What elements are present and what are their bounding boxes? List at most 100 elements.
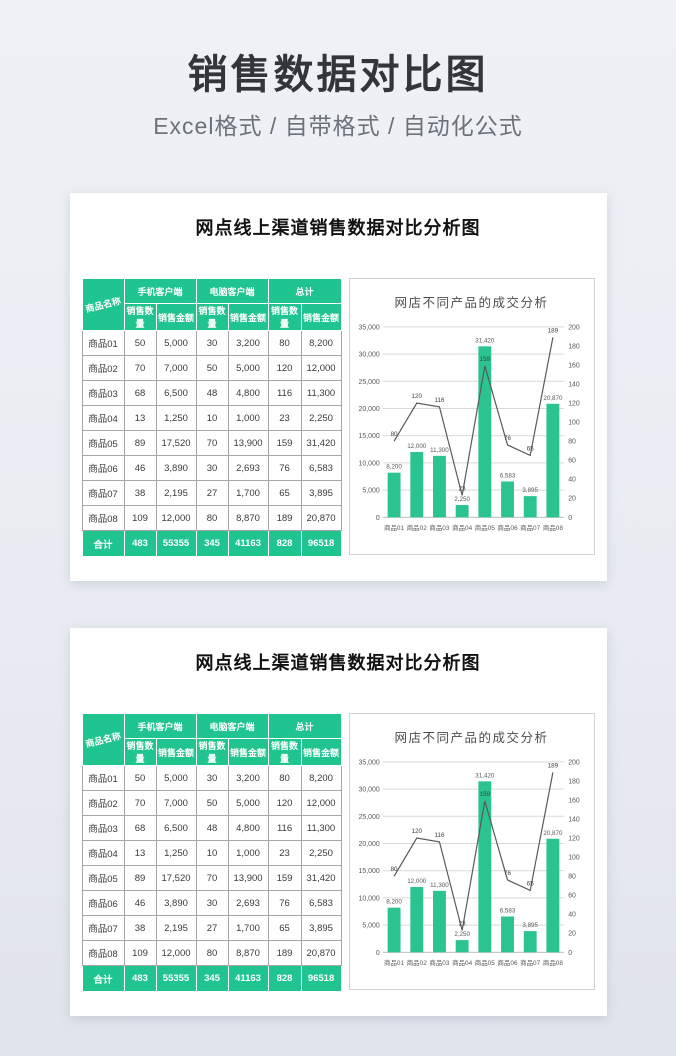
value-cell: 80 — [195, 940, 229, 966]
sub-header-qty: 销售数量 — [267, 738, 302, 766]
value-cell: 3,895 — [300, 480, 342, 506]
svg-text:23: 23 — [458, 485, 465, 492]
value-cell: 120 — [267, 790, 302, 816]
value-cell: 70 — [123, 355, 157, 381]
svg-text:15,000: 15,000 — [358, 868, 379, 875]
value-cell: 1,250 — [155, 840, 197, 866]
svg-text:商品03: 商品03 — [429, 958, 449, 967]
group-header-total: 总计 — [267, 713, 342, 739]
svg-text:商品04: 商品04 — [452, 523, 472, 532]
value-cell: 189 — [267, 505, 302, 531]
svg-text:10,000: 10,000 — [358, 895, 379, 902]
svg-text:116: 116 — [434, 397, 444, 404]
svg-text:6,583: 6,583 — [499, 908, 515, 915]
value-cell: 76 — [267, 455, 302, 481]
value-cell: 13 — [123, 405, 157, 431]
value-cell: 6,500 — [155, 380, 197, 406]
value-cell: 3,895 — [300, 915, 342, 941]
svg-text:65: 65 — [526, 445, 533, 452]
panel-title: 网点线上渠道销售数据对比分析图 — [195, 653, 481, 673]
svg-text:2,250: 2,250 — [454, 496, 470, 503]
value-cell: 70 — [195, 865, 229, 891]
svg-text:31,420: 31,420 — [475, 337, 495, 344]
total-value-cell: 96518 — [300, 965, 342, 992]
product-name-cell: 商品02 — [81, 790, 125, 816]
value-cell: 50 — [123, 330, 157, 356]
svg-text:0: 0 — [375, 950, 379, 957]
svg-text:120: 120 — [568, 401, 580, 408]
sub-header-amt: 销售金额 — [300, 738, 342, 766]
table-corner-header: 商品名称 — [81, 713, 125, 766]
value-cell: 23 — [267, 405, 302, 431]
value-cell: 189 — [267, 940, 302, 966]
value-cell: 76 — [267, 890, 302, 916]
value-cell: 109 — [123, 940, 157, 966]
value-cell: 2,250 — [300, 840, 342, 866]
total-value-cell: 96518 — [300, 530, 342, 557]
sales-data-table: 商品名称 手机客户端 电脑客户端 总计 销售数量 销售金额 销售数量 销售金额 … — [81, 713, 342, 992]
combo-chart-svg: 0 5,000 10,000 15,000 20,000 25,000 30,000 35,0… — [358, 324, 580, 532]
product-name-cell: 商品08 — [81, 940, 125, 966]
product-name-cell: 商品07 — [81, 480, 125, 506]
value-cell: 80 — [195, 505, 229, 531]
svg-text:11,300: 11,300 — [430, 882, 449, 889]
value-cell: 1,250 — [155, 405, 197, 431]
svg-text:120: 120 — [411, 828, 422, 835]
value-cell: 12,000 — [155, 940, 197, 966]
table-total-row: 合计 483 55355 345 41163 828 96518 — [81, 530, 342, 557]
sub-header-qty: 销售数量 — [123, 303, 157, 331]
product-name-cell: 商品06 — [81, 890, 125, 916]
svg-text:商品06: 商品06 — [497, 958, 517, 967]
value-cell: 6,583 — [300, 455, 342, 481]
value-cell: 48 — [195, 815, 229, 841]
svg-text:100: 100 — [568, 855, 580, 862]
table-header-row-groups: 商品名称 手机客户端 电脑客户端 总计 — [81, 713, 342, 766]
svg-text:20: 20 — [568, 931, 576, 938]
total-value-cell: 828 — [267, 965, 302, 992]
svg-text:80: 80 — [568, 874, 576, 881]
sub-header-amt: 销售金额 — [155, 738, 197, 766]
svg-text:3,895: 3,895 — [522, 922, 538, 929]
sub-header-amt: 销售金额 — [227, 738, 269, 766]
value-cell: 11,300 — [300, 380, 342, 406]
total-value-cell: 483 — [123, 530, 157, 557]
value-cell: 116 — [267, 380, 302, 406]
page-subtitle: Excel格式 / 自带格式 / 自动化公式 — [153, 113, 523, 139]
svg-text:100: 100 — [568, 420, 580, 427]
value-cell: 46 — [123, 455, 157, 481]
value-cell: 2,693 — [227, 890, 269, 916]
product-name-cell: 商品05 — [81, 430, 125, 456]
sub-header-amt: 销售金额 — [227, 303, 269, 331]
svg-text:80: 80 — [390, 431, 397, 438]
sales-panel-1: 网点线上渠道销售数据对比分析图 商品名称 手机客户端 电脑客户端 总计 销售数量… — [69, 193, 607, 581]
value-cell: 159 — [267, 865, 302, 891]
total-value-cell: 483 — [123, 965, 157, 992]
sub-header-qty: 销售数量 — [195, 303, 229, 331]
value-cell: 50 — [195, 790, 229, 816]
value-cell: 2,195 — [155, 915, 197, 941]
svg-text:180: 180 — [568, 343, 580, 350]
value-cell: 80 — [267, 330, 302, 356]
sub-header-qty: 销售数量 — [195, 738, 229, 766]
value-cell: 10 — [195, 840, 229, 866]
value-cell: 89 — [123, 865, 157, 891]
group-header-mobile: 手机客户端 — [123, 278, 197, 304]
svg-text:159: 159 — [479, 356, 490, 363]
value-cell: 17,520 — [155, 430, 197, 456]
value-cell: 10 — [195, 405, 229, 431]
product-name-cell: 商品06 — [81, 455, 125, 481]
svg-text:25,000: 25,000 — [358, 814, 379, 821]
svg-text:23: 23 — [458, 920, 465, 927]
value-cell: 8,200 — [300, 765, 342, 791]
value-cell: 68 — [123, 815, 157, 841]
svg-text:15,000: 15,000 — [358, 433, 379, 440]
value-cell: 13 — [123, 840, 157, 866]
svg-text:35,000: 35,000 — [358, 759, 379, 766]
svg-text:12,000: 12,000 — [407, 878, 427, 885]
table-row: 商品06 46 3,890 30 2,693 76 6,583 — [81, 890, 342, 916]
svg-text:160: 160 — [568, 797, 580, 804]
chart-box: 网店不同产品的成交分析 0 5,000 10,000 15,000 20,000 25,0… — [348, 278, 595, 555]
svg-text:11,300: 11,300 — [430, 447, 449, 454]
value-cell: 30 — [195, 455, 229, 481]
table-row: 商品08 109 12,000 80 8,870 189 20,870 — [81, 940, 342, 966]
